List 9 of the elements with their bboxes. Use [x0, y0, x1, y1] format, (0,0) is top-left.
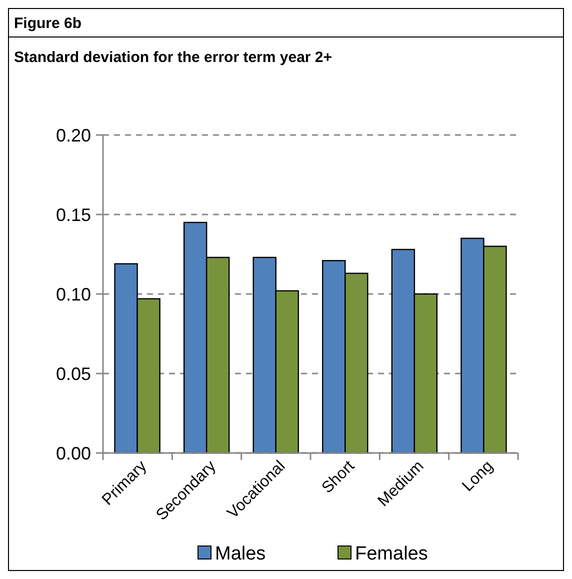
y-tick-label: 0.00: [56, 443, 91, 464]
y-tick-label: 0.10: [56, 284, 91, 304]
chart-subtitle: Standard deviation for the error term year 2+: [14, 49, 332, 66]
legend-label: Females: [355, 544, 428, 565]
y-tick-label: 0.15: [56, 204, 91, 225]
legend-label: Males: [215, 544, 266, 565]
y-tick-label: 0.20: [56, 125, 91, 146]
chart-title: Figure 6b: [14, 15, 82, 32]
y-tick-label: 0.05: [56, 364, 91, 384]
